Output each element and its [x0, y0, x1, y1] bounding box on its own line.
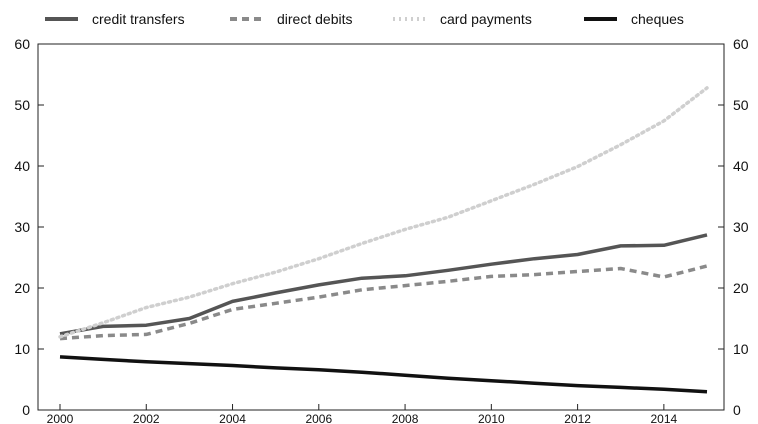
x-axis: 2000 2002 2004 2006 2008 2010 2012 2014 — [47, 404, 678, 424]
y-tick-label-right: 60 — [733, 36, 749, 52]
y-tick-label-right: 10 — [733, 341, 749, 357]
y-axis-left: 0 10 20 30 40 50 60 — [14, 36, 44, 418]
legend-label-credit-transfers: credit transfers — [92, 11, 185, 27]
legend-item-direct-debits: direct debits — [230, 11, 352, 27]
y-tick-label-left: 50 — [14, 97, 30, 113]
x-tick-label: 2004 — [219, 412, 246, 424]
plot-frame — [37, 43, 725, 411]
legend-item-credit-transfers: credit transfers — [45, 11, 185, 27]
series-line-cheques — [59, 355, 708, 394]
x-tick-label: 2010 — [478, 412, 505, 424]
y-tick-label-left: 30 — [14, 219, 30, 235]
legend-label-card-payments: card payments — [440, 11, 532, 27]
y-tick-label-right: 50 — [733, 97, 749, 113]
series-line-direct-debits — [59, 264, 708, 341]
y-tick-label-left: 60 — [14, 36, 30, 52]
legend-label-cheques: cheques — [631, 11, 684, 27]
y-tick-label-right: 30 — [733, 219, 749, 235]
y-axis-right: 0 10 20 30 40 50 60 — [718, 36, 749, 418]
y-tick-label-right: 40 — [733, 158, 749, 174]
x-tick-label: 2006 — [305, 412, 332, 424]
y-tick-label-right: 20 — [733, 280, 749, 296]
series-line-card-payments — [58, 86, 709, 339]
x-tick-label: 2008 — [392, 412, 419, 424]
y-tick-label-right: 0 — [733, 402, 741, 418]
legend-label-direct-debits: direct debits — [277, 11, 352, 27]
x-tick-label: 2012 — [564, 412, 591, 424]
y-tick-label-left: 20 — [14, 280, 30, 296]
x-tick-label: 2014 — [651, 412, 678, 424]
series-line-credit-transfers — [59, 233, 708, 336]
legend-item-cheques: cheques — [584, 11, 684, 27]
y-tick-label-left: 0 — [22, 402, 30, 418]
legend-item-card-payments: card payments — [393, 11, 532, 27]
legend: credit transfers direct debits card paym… — [45, 11, 684, 27]
x-tick-label: 2002 — [133, 412, 160, 424]
y-tick-label-left: 10 — [14, 341, 30, 357]
series-lines — [58, 86, 709, 394]
y-tick-label-left: 40 — [14, 158, 30, 174]
x-tick-label: 2000 — [47, 412, 74, 424]
